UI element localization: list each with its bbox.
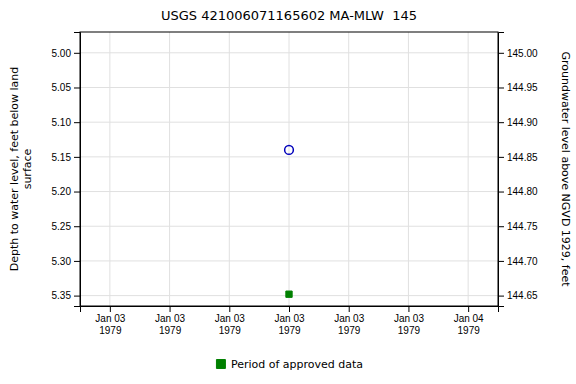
tick: Jan 041979	[454, 306, 484, 336]
tick: 5.30	[52, 256, 80, 267]
tick-mark	[498, 296, 504, 297]
tick-label: 5.10	[52, 117, 72, 128]
tick: 144.85	[498, 152, 538, 163]
tick: 144.90	[498, 117, 538, 128]
axis-line	[74, 33, 81, 307]
tick-label: 144.75	[507, 221, 538, 232]
plot-frame	[80, 32, 498, 306]
tick-label: Jan 031979	[334, 313, 364, 336]
tick: 5.35	[52, 290, 80, 301]
chart: 5.005.055.105.155.205.255.305.35145.0014…	[0, 0, 576, 384]
tick: Jan 031979	[155, 306, 185, 336]
grid-line	[109, 32, 110, 306]
legend-item: Period of approved data	[216, 358, 363, 371]
tick-label: Jan 031979	[215, 313, 245, 336]
tick: 5.25	[52, 221, 80, 232]
tick-mark	[498, 157, 504, 158]
tick-mark	[498, 87, 504, 88]
y-axis: 5.00 5.05 5.10 5.15 5.20 5.25 5.30 5.35	[52, 33, 81, 307]
tick: 5.15	[52, 152, 80, 163]
grid-line	[408, 32, 409, 306]
tick-label: Jan 041979	[454, 313, 484, 336]
tick-mark	[74, 157, 80, 158]
tick: 144.95	[498, 82, 538, 93]
tick-mark	[74, 192, 80, 193]
tick: 144.75	[498, 221, 538, 232]
legend: Period of approved data	[216, 358, 363, 371]
tick-mark	[229, 306, 230, 312]
tick-label: 5.20	[52, 186, 72, 197]
tick-mark	[498, 261, 504, 262]
grid	[80, 32, 498, 306]
tick: Jan 031979	[95, 306, 125, 336]
tick-label: 5.00	[52, 48, 72, 59]
point	[286, 291, 292, 297]
tick-label: 5.30	[52, 256, 72, 267]
tick: Jan 031979	[394, 306, 424, 336]
tick-label: 144.70	[507, 256, 538, 267]
tick-mark	[74, 87, 80, 88]
tick-mark	[74, 296, 80, 297]
tick-mark	[74, 226, 80, 227]
grid-line	[169, 32, 170, 306]
tick: 5.00	[52, 48, 80, 59]
tick-mark	[498, 192, 504, 193]
tick-label: 144.65	[507, 290, 538, 301]
tick-label: Jan 031979	[274, 313, 304, 336]
plot: 5.005.055.105.155.205.255.305.35145.0014…	[52, 32, 538, 336]
point	[285, 146, 294, 155]
tick: Jan 031979	[274, 306, 304, 336]
axis-line	[499, 33, 505, 307]
tick-mark	[170, 306, 171, 312]
grid-line	[348, 32, 349, 306]
tick: 5.10	[52, 117, 80, 128]
tick-label: 144.80	[507, 186, 538, 197]
grid-line	[289, 32, 290, 306]
legend-swatch	[216, 360, 225, 369]
tick: Jan 031979	[215, 306, 245, 336]
tick-mark	[74, 122, 80, 123]
tick-mark	[408, 306, 409, 312]
y2-axis: 145.00 144.95 144.90 144.85 144.80 144.75 144.…	[498, 33, 538, 307]
tick-label: 5.15	[52, 152, 72, 163]
y2-axis-title: Groundwater level above NGVD 1929, feet	[559, 51, 572, 287]
tick-mark	[498, 122, 504, 123]
tick-label: 5.35	[52, 290, 72, 301]
tick: 5.20	[52, 186, 80, 197]
tick-mark	[110, 306, 111, 312]
legend-label: Period of approved data	[231, 358, 363, 371]
tick-label: Jan 031979	[394, 313, 424, 336]
tick: 144.65	[498, 290, 538, 301]
tick-label: 5.25	[52, 221, 72, 232]
tick-mark	[468, 306, 469, 312]
tick-label: Jan 031979	[155, 313, 185, 336]
y-axis-title: Depth to water level, feet below landsur…	[8, 67, 34, 272]
tick-mark	[74, 261, 80, 262]
tick: 144.80	[498, 186, 538, 197]
grid-line	[468, 32, 469, 306]
tick-label: 144.90	[507, 117, 538, 128]
tick-mark	[74, 53, 80, 54]
tick: Jan 031979	[334, 306, 364, 336]
title: USGS 421006071165602 MA-MLW 145	[161, 8, 417, 23]
tick-mark	[498, 53, 504, 54]
tick-mark	[289, 306, 290, 312]
x-axis: Jan 031979 Jan 031979 Jan 031979 Jan 031979…	[81, 306, 499, 336]
tick: 144.70	[498, 256, 538, 267]
tick-mark	[349, 306, 350, 312]
axis-line	[81, 307, 499, 313]
tick-label: Jan 031979	[95, 313, 125, 336]
grid-line	[229, 32, 230, 306]
tick: 5.05	[52, 82, 80, 93]
tick-label: 144.85	[507, 152, 538, 163]
tick-mark	[498, 226, 504, 227]
tick-label: 5.05	[52, 82, 72, 93]
tick-label: 144.95	[507, 82, 538, 93]
tick-label: 145.00	[507, 48, 538, 59]
tick: 145.00	[498, 48, 538, 59]
marks	[285, 146, 294, 298]
